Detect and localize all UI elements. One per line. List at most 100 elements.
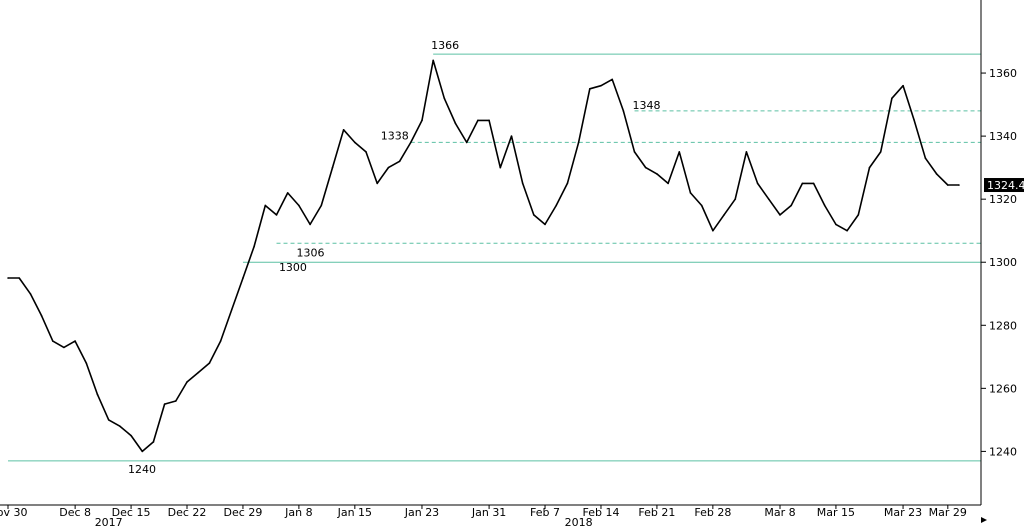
- series-point: [342, 129, 345, 131]
- series-point: [409, 141, 412, 144]
- series-line-0: [8, 59, 959, 453]
- series-point: [320, 204, 323, 207]
- x-tick-label: Feb 7: [530, 506, 560, 519]
- x-tick-label: Feb 21: [638, 506, 675, 519]
- y-tick-label: 1260: [989, 382, 1017, 395]
- series-point: [331, 166, 334, 169]
- series-point: [947, 184, 949, 186]
- series-point: [163, 403, 166, 405]
- x-tick-label: Dec 8: [59, 506, 91, 519]
- y-tick-label: 1340: [989, 130, 1017, 143]
- level-labels: 1366 1348 1338 1306 1300 1240: [128, 39, 661, 476]
- x-tick-label: Jan 8: [284, 506, 312, 519]
- level-label-1306: 1306: [297, 246, 325, 259]
- series-point: [421, 119, 423, 122]
- series-point: [700, 204, 703, 207]
- y-tick-label: 1360: [989, 67, 1017, 80]
- level-label-1366: 1366: [431, 39, 459, 52]
- series-point: [465, 141, 468, 144]
- series-point: [611, 78, 613, 81]
- series-point: [756, 182, 759, 185]
- series-point: [790, 204, 792, 207]
- x-tick-label: Jan 31: [471, 506, 506, 519]
- x-tick-label: Feb 14: [582, 506, 619, 519]
- series-point: [768, 198, 770, 200]
- series-point: [398, 160, 401, 163]
- series-point: [723, 214, 725, 216]
- series-point: [879, 151, 882, 153]
- x-tick-label: Jan 15: [337, 506, 372, 519]
- x-tick-label: Mar 29: [929, 506, 967, 519]
- x-tick-label: Nov 30: [0, 506, 27, 519]
- series-point: [275, 214, 278, 216]
- series-point: [432, 59, 434, 62]
- x-tick-label: Dec 22: [168, 506, 207, 519]
- x-tick-label: Jan 23: [404, 506, 439, 519]
- series-point: [286, 192, 289, 194]
- series-point: [208, 362, 211, 364]
- level-label-1240: 1240: [128, 463, 156, 476]
- series-point: [745, 151, 748, 153]
- series-point: [958, 184, 960, 186]
- series-point: [264, 204, 267, 207]
- series-point: [119, 425, 121, 427]
- level-label-1300: 1300: [279, 261, 307, 274]
- series-point: [96, 393, 99, 396]
- x-tick-label: Dec 15: [112, 506, 151, 519]
- series-point: [309, 223, 311, 226]
- series-point: [74, 340, 76, 342]
- series-point: [152, 441, 155, 443]
- series-point: [230, 308, 233, 311]
- x-axis-ticks: Nov 30 Dec 8 Dec 15 Dec 22 Dec 29 Jan 8 Jan 15…: [0, 505, 967, 528]
- series-point: [667, 182, 669, 185]
- series-point: [812, 182, 815, 185]
- series-point: [521, 182, 524, 185]
- series-point: [622, 110, 625, 112]
- series-point: [354, 141, 356, 144]
- series-point: [868, 166, 871, 169]
- series-point: [376, 182, 379, 185]
- series-point: [387, 166, 390, 169]
- series-point: [365, 151, 367, 153]
- series-point: [846, 229, 848, 232]
- series-point: [588, 88, 591, 90]
- series-point: [85, 362, 88, 364]
- y-tick-label: 1280: [989, 319, 1017, 332]
- series-point: [51, 340, 54, 342]
- series-point: [197, 371, 199, 374]
- y-tick-label: 1300: [989, 256, 1017, 269]
- x-tick-label: Mar 8: [764, 506, 795, 519]
- last-value-marker: 1324.49: [984, 178, 1024, 193]
- year-label: 2017: [95, 516, 123, 528]
- level-label-1338: 1338: [381, 129, 409, 142]
- level-lines: [8, 53, 981, 462]
- series-point: [63, 346, 65, 349]
- series-point: [801, 182, 804, 185]
- series-point: [186, 381, 188, 383]
- price-series: [7, 59, 960, 453]
- series-point: [533, 214, 535, 216]
- x-tick-label: Mar 23: [884, 506, 922, 519]
- level-label-1348: 1348: [633, 99, 661, 112]
- series-point: [913, 119, 916, 122]
- series-point: [712, 229, 714, 232]
- x-tick-label: Dec 29: [224, 506, 263, 519]
- series-point: [454, 122, 457, 125]
- y-tick-label: 1320: [989, 193, 1017, 206]
- series-point: [130, 434, 132, 437]
- series-point: [577, 141, 580, 144]
- series-point: [689, 192, 692, 194]
- series-point: [633, 151, 636, 153]
- x-tick-label: Mar 15: [817, 506, 855, 519]
- series-point: [656, 173, 658, 175]
- x-tick-label: Feb 28: [694, 506, 731, 519]
- series-point: [566, 182, 569, 185]
- scroll-arrow-icon[interactable]: [981, 517, 987, 523]
- series-point: [779, 214, 781, 216]
- series-point: [253, 245, 255, 248]
- series-point: [600, 84, 602, 87]
- series-point: [175, 400, 177, 402]
- series-point: [678, 151, 681, 153]
- last-value-badge: [984, 178, 1024, 193]
